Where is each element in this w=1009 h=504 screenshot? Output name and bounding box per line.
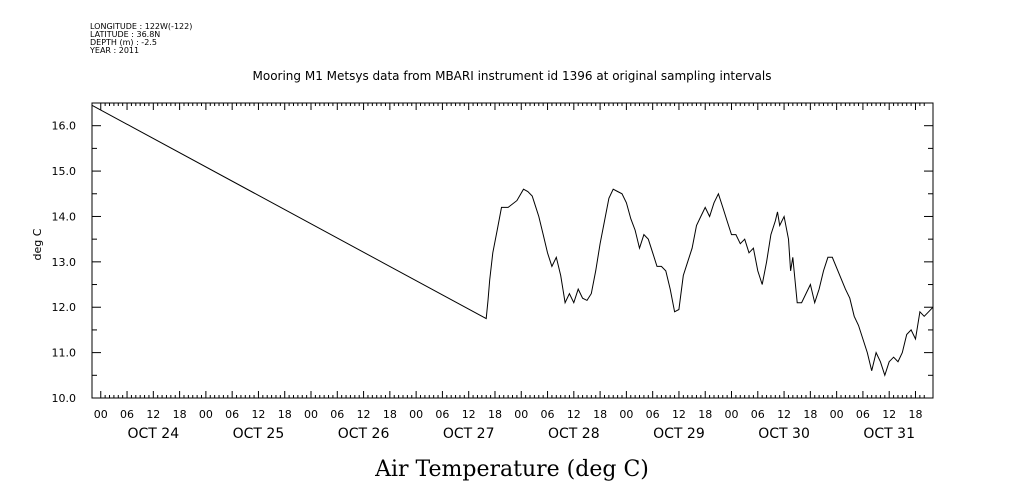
x-tick-label: 18: [488, 408, 502, 421]
x-day-label: OCT 27: [443, 426, 495, 442]
x-tick-label: 00: [830, 408, 844, 421]
metadata-line: LONGITUDE : 122W(-122): [90, 22, 192, 31]
x-tick-label: 00: [514, 408, 528, 421]
x-axis-day-labels: OCT 24 OCT 25 OCT 26 OCT 27 OCT 28 OCT 29 OCT …: [128, 426, 916, 442]
x-tick-label: 00: [619, 408, 633, 421]
chart-title: Mooring M1 Metsys data from MBARI instru…: [253, 69, 772, 83]
x-tick-label: 00: [94, 408, 108, 421]
x-axis-ticks: [100, 103, 925, 398]
x-tick-label: 00: [304, 408, 318, 421]
x-tick-label: 12: [882, 408, 896, 421]
x-tick-label: 18: [593, 408, 607, 421]
metadata-block: LONGITUDE : 122W(-122)LATITUDE : 36.8NDE…: [89, 22, 192, 55]
y-tick-label: 12.0: [52, 301, 77, 314]
x-tick-label: 18: [383, 408, 397, 421]
x-axis-label: Air Temperature (deg C): [374, 457, 649, 482]
series-line-air-temperature: [91, 104, 934, 377]
y-axis-label: deg C: [31, 228, 44, 260]
y-tick-label: 11.0: [52, 347, 77, 360]
x-tick-label: 00: [725, 408, 739, 421]
plot-frame: [91, 102, 934, 399]
x-tick-label: 00: [199, 408, 213, 421]
x-tick-label: 06: [330, 408, 344, 421]
y-axis-ticks: [92, 102, 933, 399]
x-tick-label: 12: [777, 408, 791, 421]
x-tick-label: 06: [435, 408, 449, 421]
x-tick-label: 06: [225, 408, 239, 421]
x-tick-label: 06: [751, 408, 765, 421]
x-day-label: OCT 29: [653, 426, 705, 442]
x-tick-label: 12: [251, 408, 265, 421]
x-tick-label: 18: [803, 408, 817, 421]
metadata-line: LATITUDE : 36.8N: [90, 30, 160, 39]
x-day-label: OCT 25: [233, 426, 285, 442]
x-tick-label: 06: [541, 408, 555, 421]
y-tick-label: 10.0: [52, 392, 77, 405]
x-axis-hour-labels: 00 06 12 18 00 06 12 18 00 06 12 18 00 06 12 18 00 06 12 18…: [94, 408, 923, 421]
x-day-label: OCT 28: [548, 426, 600, 442]
y-tick-label: 16.0: [52, 120, 77, 133]
y-tick-label: 14.0: [52, 210, 77, 223]
x-tick-label: 12: [567, 408, 581, 421]
x-tick-label: 18: [698, 408, 712, 421]
y-axis-tick-labels: 10.0 11.0 12.0 13.0 14.0 15.0 16.0: [52, 120, 77, 405]
x-tick-label: 06: [856, 408, 870, 421]
x-day-label: OCT 26: [338, 426, 390, 442]
x-day-label: OCT 30: [758, 426, 810, 442]
metadata-line: DEPTH (m) : -2.5: [90, 38, 157, 47]
x-day-label: OCT 24: [128, 426, 180, 442]
x-day-label: OCT 31: [863, 426, 915, 442]
x-tick-label: 18: [173, 408, 187, 421]
x-tick-label: 06: [120, 408, 134, 421]
y-tick-label: 13.0: [52, 256, 77, 269]
x-tick-label: 06: [646, 408, 660, 421]
x-tick-label: 18: [908, 408, 922, 421]
x-tick-label: 12: [672, 408, 686, 421]
metadata-line: YEAR : 2011: [89, 46, 139, 55]
x-tick-label: 12: [357, 408, 371, 421]
x-tick-label: 00: [409, 408, 423, 421]
x-tick-label: 12: [146, 408, 160, 421]
x-tick-label: 12: [462, 408, 476, 421]
x-tick-label: 18: [278, 408, 292, 421]
y-tick-label: 15.0: [52, 165, 77, 178]
